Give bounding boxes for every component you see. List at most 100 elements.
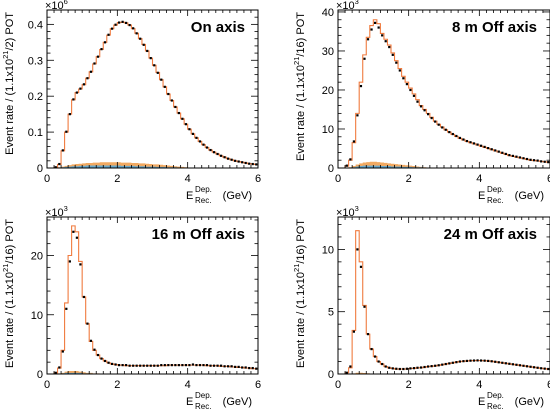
data-point	[445, 129, 447, 131]
data-point	[255, 163, 257, 165]
data-point	[185, 364, 187, 366]
data-point	[209, 149, 211, 151]
data-point	[526, 158, 528, 160]
data-point	[360, 85, 362, 87]
data-point	[448, 131, 450, 133]
data-point	[441, 364, 443, 366]
data-point	[153, 365, 155, 367]
data-point	[498, 361, 500, 363]
data-point	[125, 364, 127, 366]
data-point	[202, 144, 204, 146]
data-point	[136, 365, 138, 367]
y-axis-label: Event rate / (1.1x1021/16) POT	[292, 12, 307, 161]
x-tick-label: 0	[44, 173, 50, 185]
prediction-line	[338, 231, 550, 374]
data-point	[413, 95, 415, 97]
data-point	[118, 21, 120, 23]
data-point	[367, 38, 369, 40]
x-label-unit: (GeV)	[515, 190, 544, 202]
data-point	[363, 58, 365, 60]
prediction-line	[47, 226, 258, 374]
data-point	[537, 159, 539, 161]
panel-title: 8 m Off axis	[452, 19, 537, 36]
data-point	[512, 363, 514, 365]
data-point	[220, 155, 222, 157]
data-point	[206, 364, 208, 366]
data-point	[544, 368, 546, 370]
data-point	[157, 72, 159, 74]
x-tick-label: 0	[335, 173, 341, 185]
data-point	[406, 368, 408, 370]
data-point	[356, 248, 358, 250]
data-point	[83, 83, 85, 85]
data-point	[515, 156, 517, 158]
data-point	[494, 361, 496, 363]
data-point	[90, 71, 92, 73]
data-point	[409, 89, 411, 91]
y-tick-label: 0	[328, 369, 334, 381]
data-point	[406, 83, 408, 85]
y-tick-label: 10	[322, 124, 334, 136]
data-point	[469, 360, 471, 362]
y-label-pre: Event rate / (1.1x10	[4, 272, 16, 368]
data-point	[83, 296, 85, 298]
data-point	[452, 362, 454, 364]
y-axis-label: Event rate / (1.1x1021/16) POT	[292, 219, 307, 368]
data-point	[462, 138, 464, 140]
data-point	[512, 155, 514, 157]
data-point	[252, 163, 254, 165]
y-tick-label: 20	[322, 85, 334, 97]
x-label-sup: Dep.	[195, 391, 212, 400]
data-point	[79, 88, 81, 90]
data-point	[533, 159, 535, 161]
data-point	[547, 368, 549, 370]
y-tick-label: 0	[37, 163, 43, 175]
data-point	[72, 98, 74, 100]
y-tick-label: 0.2	[28, 91, 43, 103]
data-point	[150, 57, 152, 59]
data-point	[353, 140, 355, 142]
y-label-post: /16) POT	[295, 219, 307, 264]
data-point	[466, 140, 468, 142]
data-point	[409, 367, 411, 369]
y-tick-label: 10	[31, 310, 43, 322]
data-point	[76, 91, 78, 93]
data-point	[234, 366, 236, 368]
data-point	[171, 364, 173, 366]
data-point	[143, 44, 145, 46]
x-label-sub: Rec.	[487, 402, 503, 411]
multiplier-exponent: 3	[355, 0, 359, 6]
data-point	[100, 357, 102, 359]
data-point	[160, 364, 162, 366]
data-point	[370, 348, 372, 350]
data-point	[529, 159, 531, 161]
data-point	[157, 365, 159, 367]
multiplier-exponent: 3	[64, 204, 68, 213]
data-point	[508, 363, 510, 365]
data-point	[505, 362, 507, 364]
data-point	[501, 362, 503, 364]
multiplier-base: ×10	[336, 0, 355, 12]
data-point	[399, 368, 401, 370]
x-tick-label: 2	[406, 173, 412, 185]
data-point	[202, 364, 204, 366]
data-point	[248, 163, 250, 165]
data-point	[476, 143, 478, 145]
data-point	[252, 367, 254, 369]
data-point	[160, 79, 162, 81]
data-point	[227, 365, 229, 367]
data-point	[402, 77, 404, 79]
data-point	[547, 161, 549, 163]
data-point	[178, 112, 180, 114]
data-point	[111, 363, 113, 365]
data-point	[86, 77, 88, 79]
data-point	[245, 366, 247, 368]
data-point	[129, 24, 131, 26]
data-point	[143, 365, 145, 367]
data-point	[370, 28, 372, 30]
data-point	[473, 359, 475, 361]
data-point	[402, 368, 404, 370]
data-point	[473, 142, 475, 144]
